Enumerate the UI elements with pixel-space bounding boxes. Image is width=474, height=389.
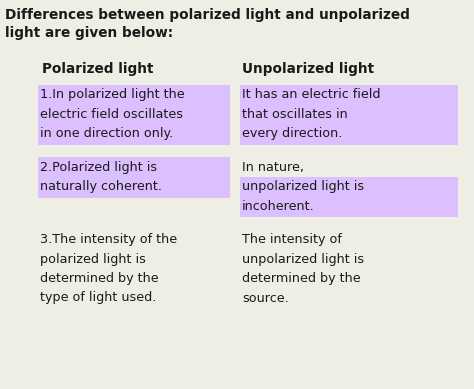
Bar — [240, 196, 458, 217]
Text: unpolarized light is: unpolarized light is — [242, 252, 364, 266]
Bar — [38, 123, 230, 144]
Bar — [240, 84, 458, 105]
Text: determined by the: determined by the — [40, 272, 159, 285]
Text: In nature,: In nature, — [242, 161, 304, 173]
Text: Differences between polarized light and unpolarized: Differences between polarized light and … — [5, 8, 410, 22]
Text: unpolarized light is: unpolarized light is — [242, 180, 364, 193]
Text: 1.In polarized light the: 1.In polarized light the — [40, 88, 185, 101]
Bar — [240, 177, 458, 198]
Bar — [38, 177, 230, 198]
Text: It has an electric field: It has an electric field — [242, 88, 381, 101]
Bar — [38, 84, 230, 105]
Text: Unpolarized light: Unpolarized light — [242, 62, 374, 76]
Bar — [38, 104, 230, 125]
Text: naturally coherent.: naturally coherent. — [40, 180, 162, 193]
Text: determined by the: determined by the — [242, 272, 361, 285]
Text: Polarized light: Polarized light — [42, 62, 154, 76]
Text: that oscillates in: that oscillates in — [242, 107, 348, 121]
Text: polarized light is: polarized light is — [40, 252, 146, 266]
Text: in one direction only.: in one direction only. — [40, 127, 173, 140]
Text: electric field oscillates: electric field oscillates — [40, 107, 183, 121]
Bar — [38, 157, 230, 178]
Bar — [240, 104, 458, 125]
Text: type of light used.: type of light used. — [40, 291, 156, 305]
Text: incoherent.: incoherent. — [242, 200, 315, 212]
Text: 2.Polarized light is: 2.Polarized light is — [40, 161, 157, 173]
Text: source.: source. — [242, 291, 289, 305]
Text: every direction.: every direction. — [242, 127, 342, 140]
Text: 3.The intensity of the: 3.The intensity of the — [40, 233, 177, 246]
Text: light are given below:: light are given below: — [5, 26, 173, 40]
Bar — [240, 123, 458, 144]
Text: The intensity of: The intensity of — [242, 233, 342, 246]
